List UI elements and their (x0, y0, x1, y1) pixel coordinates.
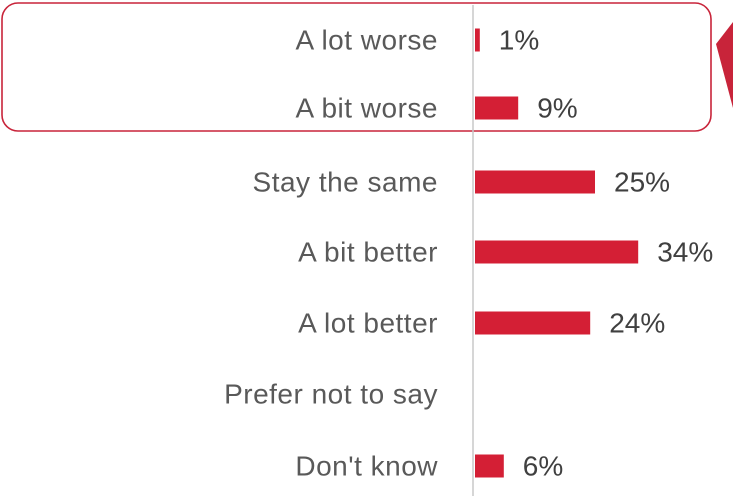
value-label: 9% (537, 93, 577, 124)
value-label: 24% (609, 308, 665, 339)
category-label: Prefer not to say (224, 379, 438, 410)
bar (475, 454, 504, 478)
value-label: 1% (499, 25, 539, 56)
highlight-pointer-icon (716, 22, 733, 108)
category-label: A lot worse (296, 25, 438, 56)
bar (475, 96, 519, 120)
value-label: 6% (523, 451, 563, 482)
bar (475, 311, 591, 335)
value-label: 34% (657, 237, 713, 268)
value-label: 25% (614, 167, 670, 198)
highlight-box (1, 2, 712, 132)
category-label: Don't know (295, 451, 438, 482)
bar (475, 28, 480, 52)
category-label: A bit better (298, 237, 438, 268)
category-label: A bit worse (296, 93, 438, 124)
bar (475, 170, 595, 194)
category-label: Stay the same (253, 167, 438, 198)
category-label: A lot better (298, 308, 438, 339)
bar (475, 240, 639, 264)
